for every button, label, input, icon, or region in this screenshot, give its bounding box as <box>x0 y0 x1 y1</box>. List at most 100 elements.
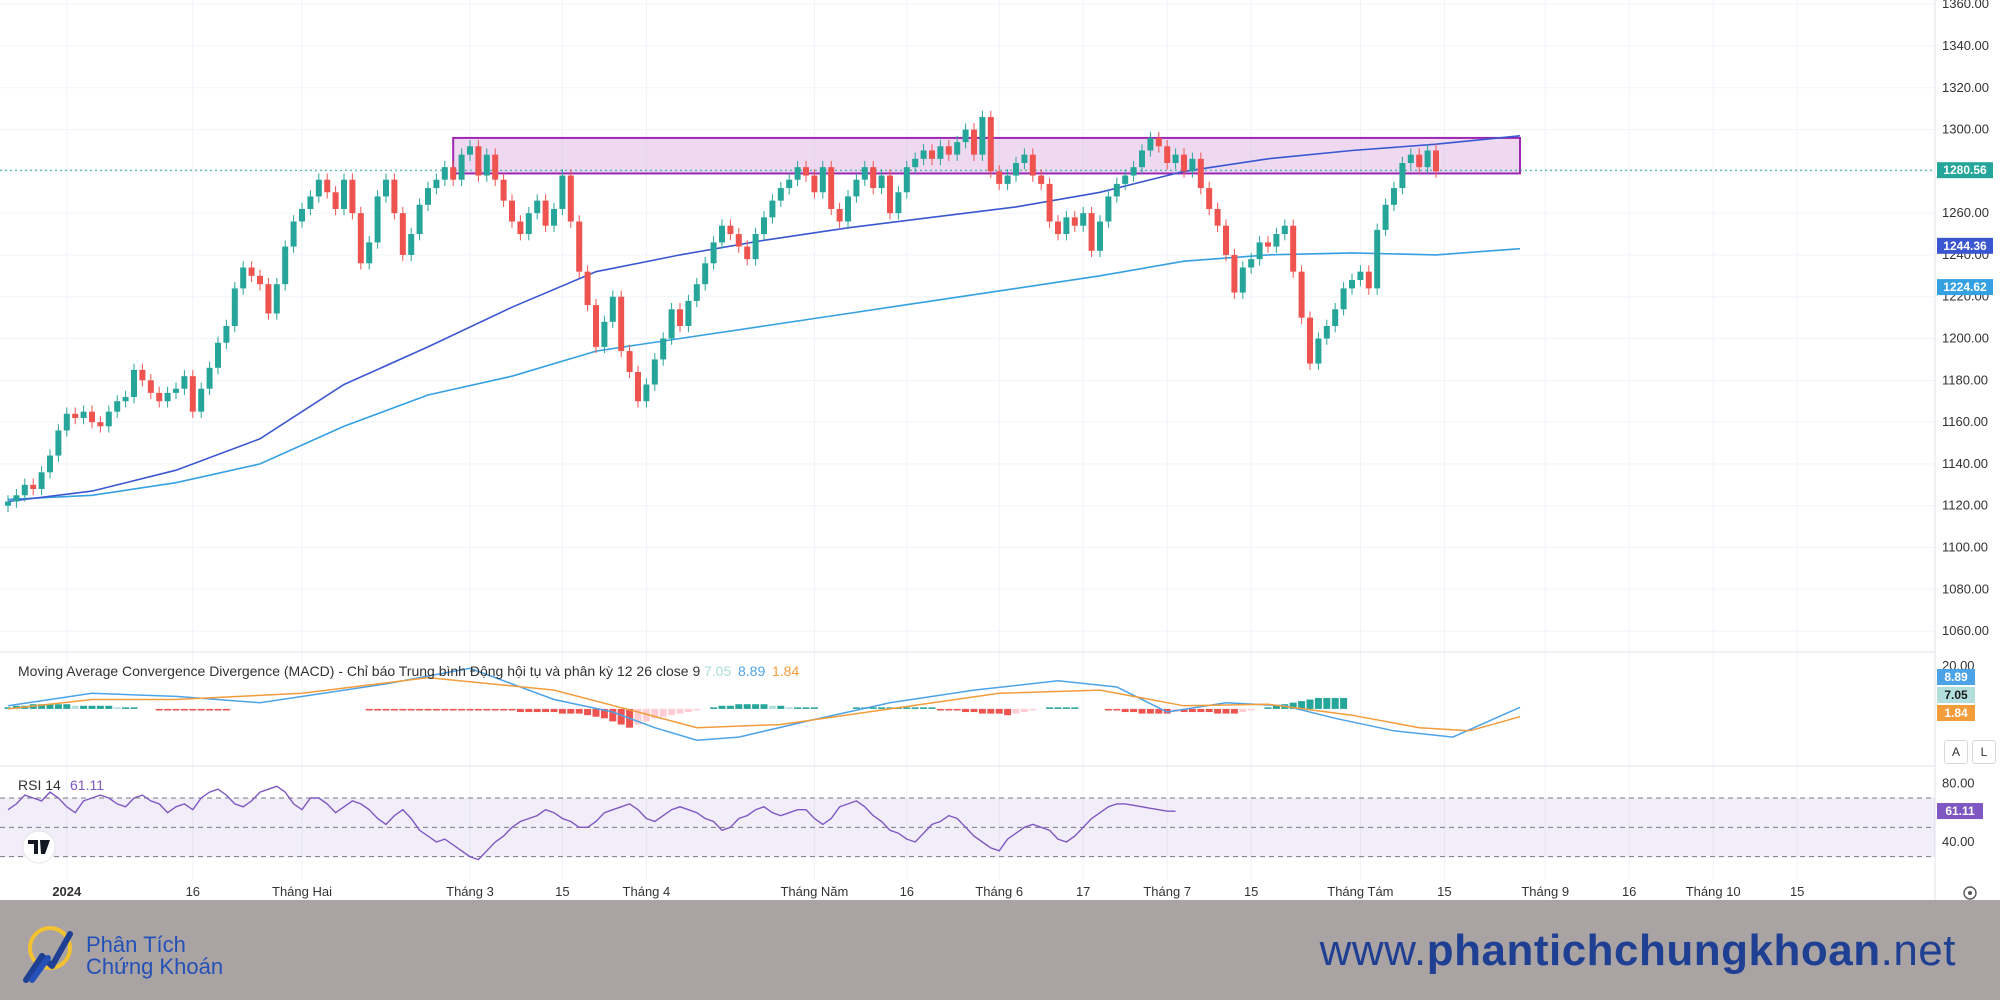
macd-histogram-bar <box>508 708 516 711</box>
auto-scale-button[interactable]: A <box>1944 740 1968 764</box>
time-tick-label: Tháng Tám <box>1327 884 1393 899</box>
macd-histogram-bar <box>206 708 214 711</box>
candle-body <box>576 221 583 272</box>
tradingview-logo[interactable] <box>22 830 56 864</box>
candle-body <box>1256 242 1263 260</box>
macd-histogram-bar <box>1155 708 1163 714</box>
candle-body <box>290 221 297 247</box>
macd-histogram-bar <box>449 708 457 711</box>
candle-body <box>945 146 952 155</box>
candle-body <box>567 175 574 222</box>
candle-body <box>635 371 641 402</box>
candle-body <box>1290 225 1297 272</box>
candle-body <box>1004 175 1011 184</box>
candle-body <box>450 167 457 180</box>
macd-histogram-bar <box>911 707 919 709</box>
candle-body <box>1315 338 1322 364</box>
candle-body <box>1071 217 1078 226</box>
macd-histogram-bar <box>180 708 188 711</box>
macd-histogram-bar <box>1130 708 1138 713</box>
macd-line-value: 8.89 <box>738 663 765 679</box>
candle-body <box>744 246 751 260</box>
url-prefix: www. <box>1319 926 1427 975</box>
candle-body <box>1097 221 1103 251</box>
candle-body <box>1248 259 1255 268</box>
candle-body <box>458 154 465 180</box>
candle-body <box>609 296 616 322</box>
macd-histogram-bar <box>1222 708 1230 714</box>
rsi-tag-text: 61.11 <box>1945 804 1975 818</box>
macd-histogram-bar <box>1121 708 1129 713</box>
macd-histogram-bar <box>1062 707 1070 709</box>
settings-icon[interactable] <box>1963 886 1977 900</box>
macd-histogram-bar <box>416 708 424 711</box>
time-tick-label: Tháng 4 <box>623 884 671 899</box>
candle-body <box>987 117 994 172</box>
macd-signal-tag <box>1937 705 1975 721</box>
macd-histogram-bar <box>617 708 625 725</box>
price-tick-label: 1160.00 <box>1942 414 1988 429</box>
brand-logo[interactable]: Phân Tích Chứng Khoán <box>18 918 248 988</box>
macd-histogram-bar <box>600 708 608 719</box>
candle-body <box>416 204 423 235</box>
macd-histogram-bar <box>852 707 860 709</box>
time-tick-label: Tháng 10 <box>1686 884 1741 899</box>
macd-histogram-bar <box>4 707 12 709</box>
macd-histogram-bar <box>374 708 382 711</box>
candle-body <box>853 179 860 197</box>
candle-body <box>1223 225 1229 255</box>
candle-body <box>1382 204 1389 230</box>
macd-histogram-bar <box>676 708 684 714</box>
time-axis[interactable]: 2024 16 Tháng Hai Tháng 3 15 Tháng 4 Tháng Năm… <box>52 884 1804 899</box>
time-tick-label: 2024 <box>52 884 82 899</box>
macd-histogram-bar <box>525 708 533 713</box>
price-axis[interactable]: 1060.00 1080.00 1100.00 1120.00 1140.00 1160.… <box>1942 0 1989 638</box>
log-scale-button[interactable]: L <box>1972 740 1996 764</box>
candle-body <box>1231 254 1238 293</box>
time-tick-label: 15 <box>555 884 569 899</box>
candle-body <box>1038 175 1045 184</box>
macd-histogram-bar <box>54 704 62 709</box>
website-url[interactable]: www.phantichchungkhoan.net <box>1320 926 1956 976</box>
macd-histogram-bar <box>886 707 894 709</box>
price-tick-label: 1140.00 <box>1942 456 1988 471</box>
macd-histogram-bar <box>365 708 373 711</box>
macd-histogram-bar <box>113 707 121 709</box>
candle-body <box>265 284 272 314</box>
candle-body <box>1181 154 1187 172</box>
macd-tags: 8.89 7.05 1.84 <box>1937 669 1975 721</box>
candle-body <box>315 179 322 197</box>
candle-body <box>1029 154 1036 176</box>
rsi-tag <box>1937 803 1983 820</box>
rsi-y-tick: 40.00 <box>1942 834 1975 849</box>
macd-histogram-bar <box>777 705 785 709</box>
candle-body <box>114 401 121 412</box>
macd-histogram-bar <box>172 708 180 711</box>
price-tag-text: 1280.56 <box>1943 163 1987 177</box>
candle-body <box>1399 163 1406 189</box>
macd-histogram-bar <box>1289 702 1297 709</box>
candle-body <box>425 188 431 205</box>
candle-body <box>139 369 146 381</box>
candle-body <box>677 309 683 326</box>
macd-histogram-bar <box>491 708 499 711</box>
candle-body <box>517 221 524 235</box>
price-tag <box>1937 237 1993 254</box>
price-tick-label: 1100.00 <box>1942 540 1988 555</box>
rsi-value: 61.11 <box>70 777 104 793</box>
candle-body <box>248 267 255 276</box>
candle-body <box>769 200 776 218</box>
candle-body <box>13 495 20 502</box>
candle-body <box>198 388 205 412</box>
candle-body <box>1416 154 1423 168</box>
candle-body <box>357 213 364 264</box>
candle-body <box>887 175 893 214</box>
candle-body <box>719 225 725 243</box>
macd-histogram-bar <box>214 708 222 711</box>
macd-histogram-bar <box>978 708 986 714</box>
macd-signal-line <box>7 676 1521 732</box>
macd-histogram-bar <box>432 708 440 711</box>
chart-area[interactable]: 1060.00 1080.00 1100.00 1120.00 1140.00 1160.… <box>0 0 2000 900</box>
candle-body <box>1021 154 1028 163</box>
time-tick-label: Tháng Năm <box>780 884 848 899</box>
